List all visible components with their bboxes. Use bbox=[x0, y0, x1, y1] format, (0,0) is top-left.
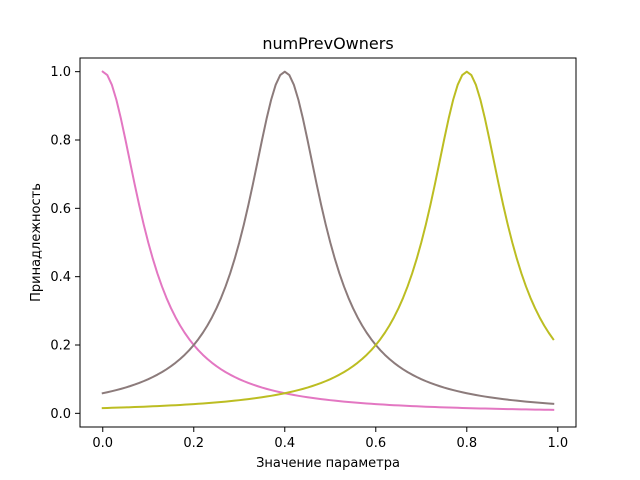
x-tick-label: 0.6 bbox=[365, 436, 386, 451]
plot-frame bbox=[79, 57, 577, 428]
y-tick-label: 1.0 bbox=[50, 65, 71, 80]
y-tick-label: 0.6 bbox=[50, 202, 71, 217]
chart-title: numPrevOwners bbox=[262, 34, 393, 53]
y-axis-label: Принадлежность bbox=[29, 183, 44, 302]
x-axis: 0.0 0.2 0.4 0.6 0.8 1.0 bbox=[92, 427, 568, 451]
y-tick-label: 0.4 bbox=[50, 270, 71, 285]
series-layer bbox=[101, 70, 555, 411]
x-axis-label: Значение параметра bbox=[256, 456, 400, 471]
series-line-1 bbox=[101, 70, 555, 411]
x-tick-label: 0.2 bbox=[183, 436, 204, 451]
y-tick-label: 0.8 bbox=[50, 134, 71, 149]
y-axis: 0.0 0.2 0.4 0.6 0.8 1.0 bbox=[50, 65, 80, 422]
x-tick-label: 0.0 bbox=[92, 436, 113, 451]
x-tick-label: 0.4 bbox=[274, 436, 295, 451]
y-tick-label: 0.2 bbox=[50, 339, 71, 354]
x-tick-label: 0.8 bbox=[456, 436, 477, 451]
y-tick-label: 0.0 bbox=[50, 407, 71, 422]
series-line-2 bbox=[101, 70, 555, 405]
series-line-3 bbox=[101, 70, 555, 410]
x-tick-label: 1.0 bbox=[547, 436, 568, 451]
